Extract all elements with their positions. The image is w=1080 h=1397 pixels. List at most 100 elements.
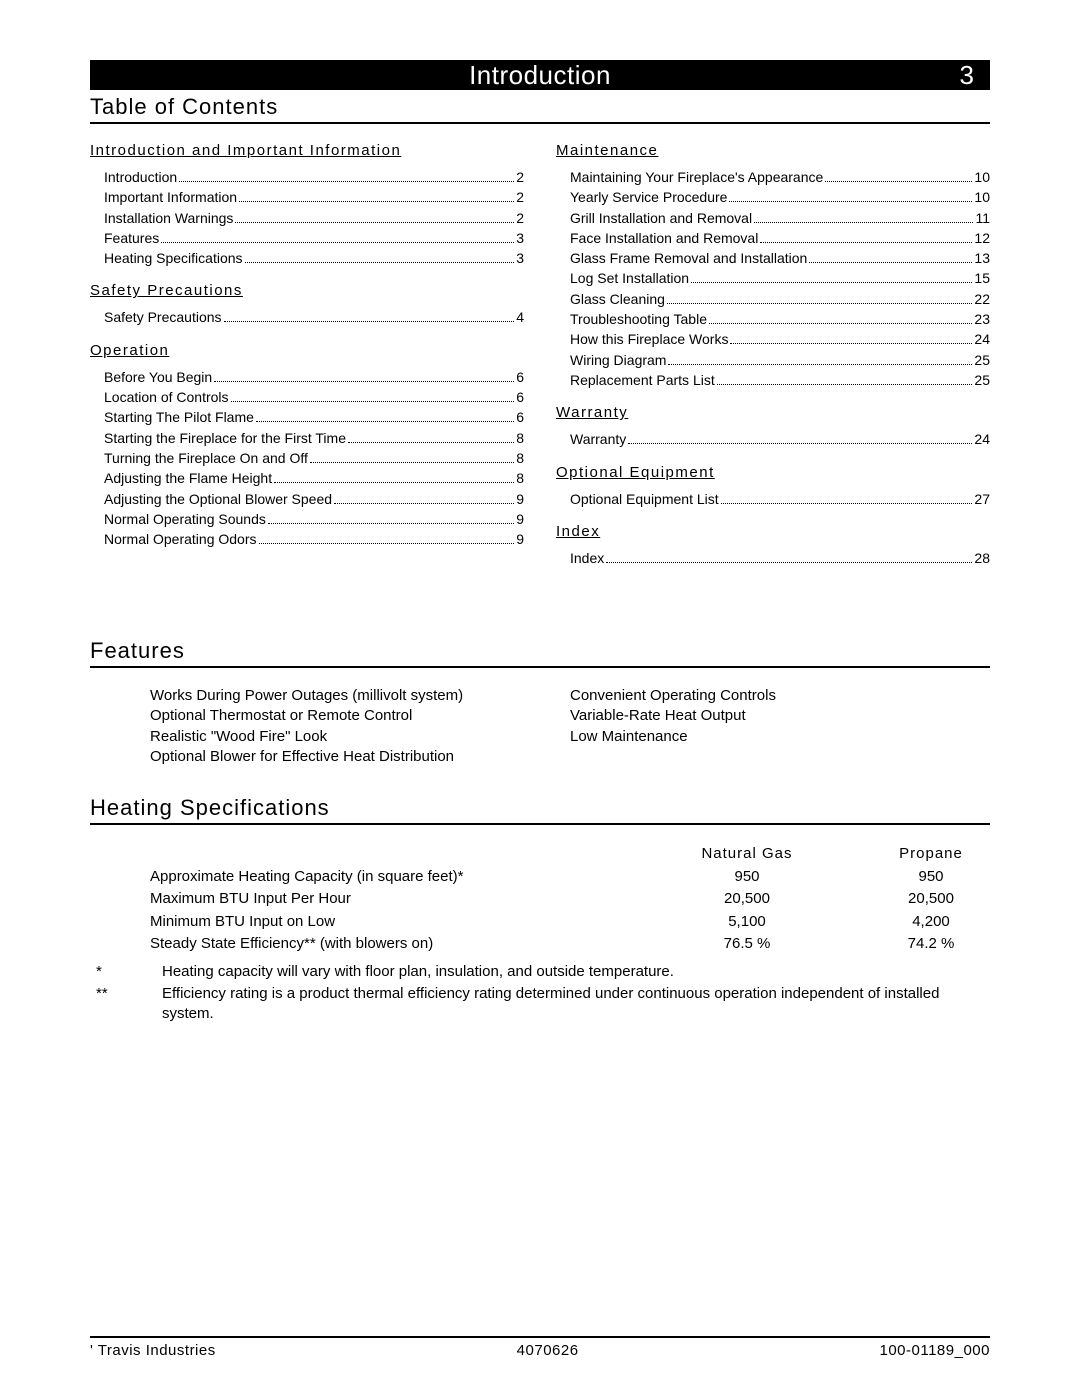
- toc-leader-dots: [667, 303, 972, 304]
- footnote: *Heating capacity will vary with floor p…: [90, 962, 990, 982]
- toc-entry-label: Installation Warnings: [104, 208, 233, 228]
- toc-section-heading: Maintenance: [556, 142, 990, 159]
- toc-leader-dots: [730, 343, 972, 344]
- toc-entry-page: 13: [974, 248, 990, 268]
- toc-entry-page: 27: [974, 489, 990, 509]
- toc-entry-label: Warranty: [570, 429, 626, 449]
- footnote-text: Efficiency rating is a product thermal e…: [162, 984, 990, 1025]
- toc-entry-label: Index: [570, 548, 604, 568]
- toc-entry: Important Information2: [90, 187, 524, 207]
- toc-leader-dots: [310, 462, 514, 463]
- toc-entry-label: Glass Cleaning: [570, 289, 665, 309]
- toc-leader-dots: [348, 442, 514, 443]
- toc-entry-page: 2: [516, 208, 524, 228]
- toc-leader-dots: [179, 181, 514, 182]
- divider: [90, 122, 990, 124]
- toc-leader-dots: [691, 282, 972, 283]
- toc-entry: Optional Equipment List 27: [556, 489, 990, 509]
- toc-entry-label: Important Information: [104, 187, 237, 207]
- heating-cell: 5,100: [622, 911, 872, 934]
- toc-entry-label: Troubleshooting Table: [570, 309, 707, 329]
- toc-entry: Normal Operating Odors9: [90, 529, 524, 549]
- toc-leader-dots: [754, 222, 973, 223]
- footnote-text: Heating capacity will vary with floor pl…: [162, 962, 990, 982]
- toc-entry: Glass Cleaning22: [556, 289, 990, 309]
- toc-entry-label: Face Installation and Removal: [570, 228, 758, 248]
- toc-section-heading: Operation: [90, 342, 524, 359]
- toc-entry: Heating Specifications 3: [90, 248, 524, 268]
- toc-entry-page: 3: [516, 248, 524, 268]
- toc-entry: Replacement Parts List 25: [556, 370, 990, 390]
- toc-entry-page: 12: [974, 228, 990, 248]
- toc-leader-dots: [709, 323, 972, 324]
- toc-section-heading: Introduction and Important Information: [90, 142, 524, 159]
- toc-entry: Starting The Pilot Flame 6: [90, 407, 524, 427]
- toc-entry-page: 10: [974, 167, 990, 187]
- toc: Introduction and Important Information In…: [90, 142, 990, 568]
- toc-entry-label: Features: [104, 228, 159, 248]
- toc-leader-dots: [721, 503, 973, 504]
- heating-cell: 4,200: [872, 911, 990, 934]
- feature-item: Low Maintenance: [570, 727, 990, 747]
- heating-col-header: Propane: [872, 843, 990, 866]
- toc-leader-dots: [717, 384, 973, 385]
- features-list: Works During Power Outages (millivolt sy…: [90, 686, 990, 767]
- toc-entry-label: Optional Equipment List: [570, 489, 719, 509]
- toc-title: Table of Contents: [90, 94, 990, 120]
- toc-entry-page: 10: [974, 187, 990, 207]
- toc-entry-label: Introduction: [104, 167, 177, 187]
- toc-entry-page: 23: [974, 309, 990, 329]
- toc-entry-page: 9: [516, 509, 524, 529]
- toc-leader-dots: [259, 543, 515, 544]
- toc-entry-label: Adjusting the Optional Blower Speed: [104, 489, 332, 509]
- toc-entry-label: Yearly Service Procedure: [570, 187, 727, 207]
- toc-leader-dots: [729, 201, 972, 202]
- feature-item: Optional Blower for Effective Heat Distr…: [150, 747, 570, 767]
- footnotes: *Heating capacity will vary with floor p…: [90, 962, 990, 1025]
- toc-leader-dots: [334, 503, 514, 504]
- heating-cell: 20,500: [622, 888, 872, 911]
- toc-entry: Before You Begin6: [90, 367, 524, 387]
- toc-entry-page: 3: [516, 228, 524, 248]
- toc-entry: Index28: [556, 548, 990, 568]
- toc-entry: Introduction2: [90, 167, 524, 187]
- toc-entry-page: 6: [516, 407, 524, 427]
- toc-entry-label: Log Set Installation: [570, 268, 689, 288]
- toc-leader-dots: [256, 421, 514, 422]
- feature-item: Convenient Operating Controls: [570, 686, 990, 706]
- toc-entry: Starting the Fireplace for the First Tim…: [90, 428, 524, 448]
- toc-entry-label: Maintaining Your Fireplace's Appearance: [570, 167, 823, 187]
- toc-entry-page: 15: [974, 268, 990, 288]
- toc-entry-label: Starting The Pilot Flame: [104, 407, 254, 427]
- toc-entry: Safety Precautions4: [90, 307, 524, 327]
- heating-col-header: Natural Gas: [622, 843, 872, 866]
- footnote: **Efficiency rating is a product thermal…: [90, 984, 990, 1025]
- heating-row: Approximate Heating Capacity (in square …: [90, 866, 990, 889]
- toc-leader-dots: [161, 242, 514, 243]
- toc-entry-label: Before You Begin: [104, 367, 212, 387]
- toc-entry: How this Fireplace Works24: [556, 329, 990, 349]
- toc-entry-label: Replacement Parts List: [570, 370, 715, 390]
- toc-leader-dots: [235, 222, 514, 223]
- divider: [90, 666, 990, 668]
- feature-item: Optional Thermostat or Remote Control: [150, 706, 570, 726]
- toc-entry-page: 4: [516, 307, 524, 327]
- heating-cell: 76.5 %: [622, 933, 872, 956]
- heating-row: Maximum BTU Input Per Hour20,50020,500: [90, 888, 990, 911]
- feature-item: Realistic "Wood Fire" Look: [150, 727, 570, 747]
- toc-entry-label: Heating Specifications: [104, 248, 243, 268]
- heating-spec-table: Natural GasPropaneApproximate Heating Ca…: [90, 843, 990, 956]
- features-title: Features: [90, 638, 990, 664]
- toc-leader-dots: [606, 562, 972, 563]
- footer-left: ' Travis Industries: [90, 1342, 216, 1359]
- toc-leader-dots: [760, 242, 972, 243]
- header-page-number: 3: [960, 60, 974, 91]
- toc-leader-dots: [268, 523, 514, 524]
- toc-entry-label: How this Fireplace Works: [570, 329, 728, 349]
- toc-entry-page: 25: [974, 370, 990, 390]
- toc-entry-page: 6: [516, 387, 524, 407]
- toc-entry: Face Installation and Removal 12: [556, 228, 990, 248]
- heating-cell: 950: [872, 866, 990, 889]
- toc-entry-page: 24: [974, 429, 990, 449]
- heating-cell: 20,500: [872, 888, 990, 911]
